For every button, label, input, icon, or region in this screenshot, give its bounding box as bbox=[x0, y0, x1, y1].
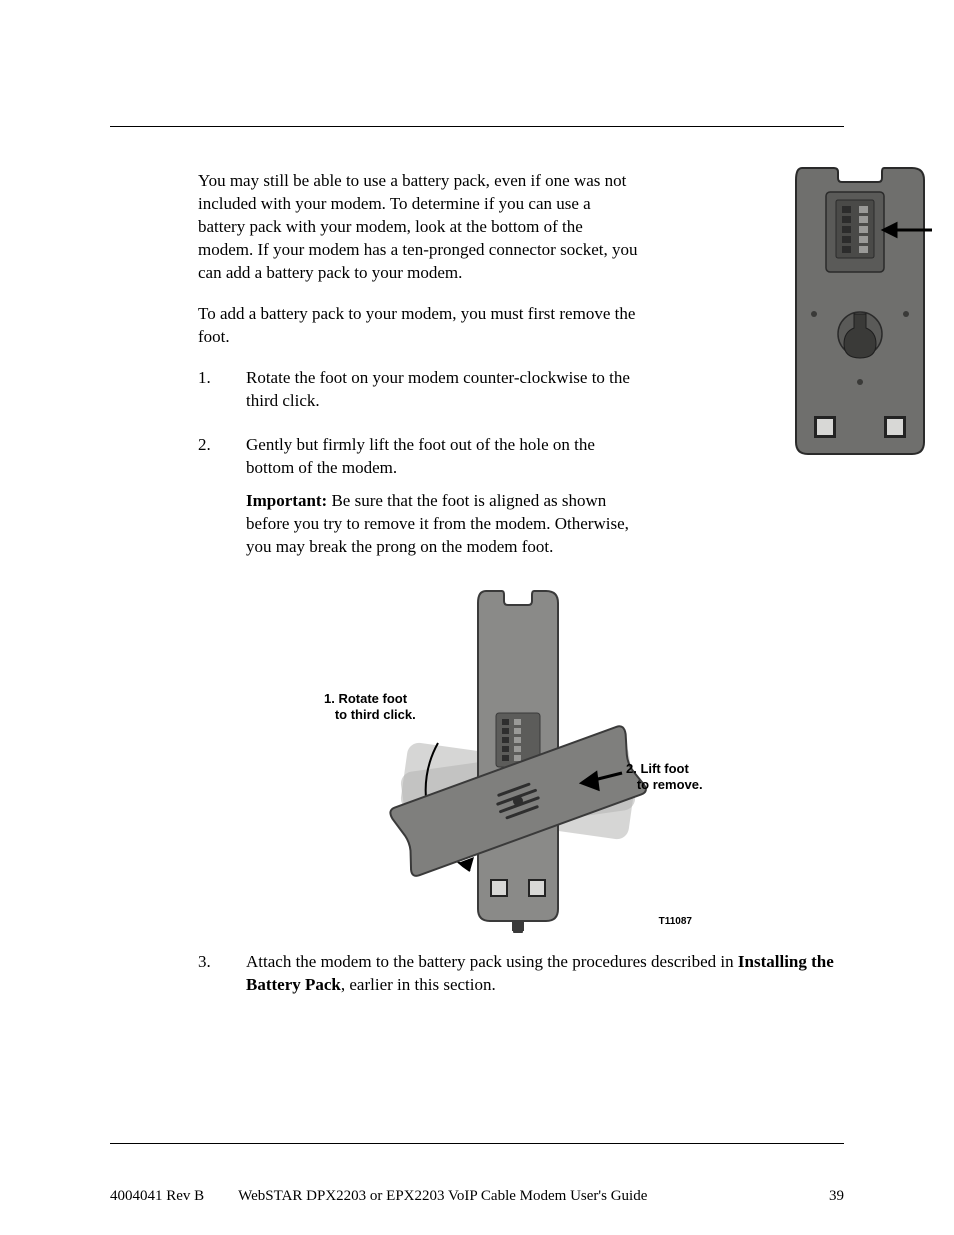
diagram-label-1: 1. Rotate foot to third click. bbox=[324, 691, 416, 722]
diagram-label-2: 2. Lift foot to remove. bbox=[626, 761, 703, 792]
step-3-text: Attach the modem to the battery pack usi… bbox=[246, 951, 838, 997]
step-2-text: Gently but firmly lift the foot out of t… bbox=[246, 434, 642, 480]
footer-title: WebSTAR DPX2203 or EPX2203 VoIP Cable Mo… bbox=[204, 1188, 829, 1205]
intro-paragraph-2: To add a battery pack to your modem, you… bbox=[198, 303, 642, 349]
step-2: 2. Gently but firmly lift the foot out o… bbox=[198, 434, 838, 569]
important-label: Important: bbox=[246, 491, 327, 510]
page-footer: 4004041 Rev B WebSTAR DPX2203 or EPX2203… bbox=[110, 1188, 844, 1205]
diagram-remove-foot: 1. Rotate foot to third click. 2. Lift f… bbox=[314, 583, 722, 933]
step-3: 3. Attach the modem to the battery pack … bbox=[198, 951, 838, 1007]
intro-paragraph-1: You may still be able to use a battery p… bbox=[198, 170, 642, 285]
step-1: 1. Rotate the foot on your modem counter… bbox=[198, 367, 838, 423]
step-2-note: Important: Be sure that the foot is alig… bbox=[246, 490, 642, 559]
side-figure-modem-bottom bbox=[784, 164, 936, 458]
footer-doc-id: 4004041 Rev B bbox=[110, 1188, 204, 1205]
footer-page-number: 39 bbox=[829, 1188, 844, 1205]
step-1-text: Rotate the foot on your modem counter-cl… bbox=[246, 367, 642, 413]
top-rule bbox=[110, 126, 844, 127]
bottom-rule bbox=[110, 1143, 844, 1175]
diagram-figure-id: T11087 bbox=[659, 916, 692, 927]
step-3-number: 3. bbox=[198, 951, 246, 1007]
step-2-number: 2. bbox=[198, 434, 246, 569]
step-1-number: 1. bbox=[198, 367, 246, 423]
